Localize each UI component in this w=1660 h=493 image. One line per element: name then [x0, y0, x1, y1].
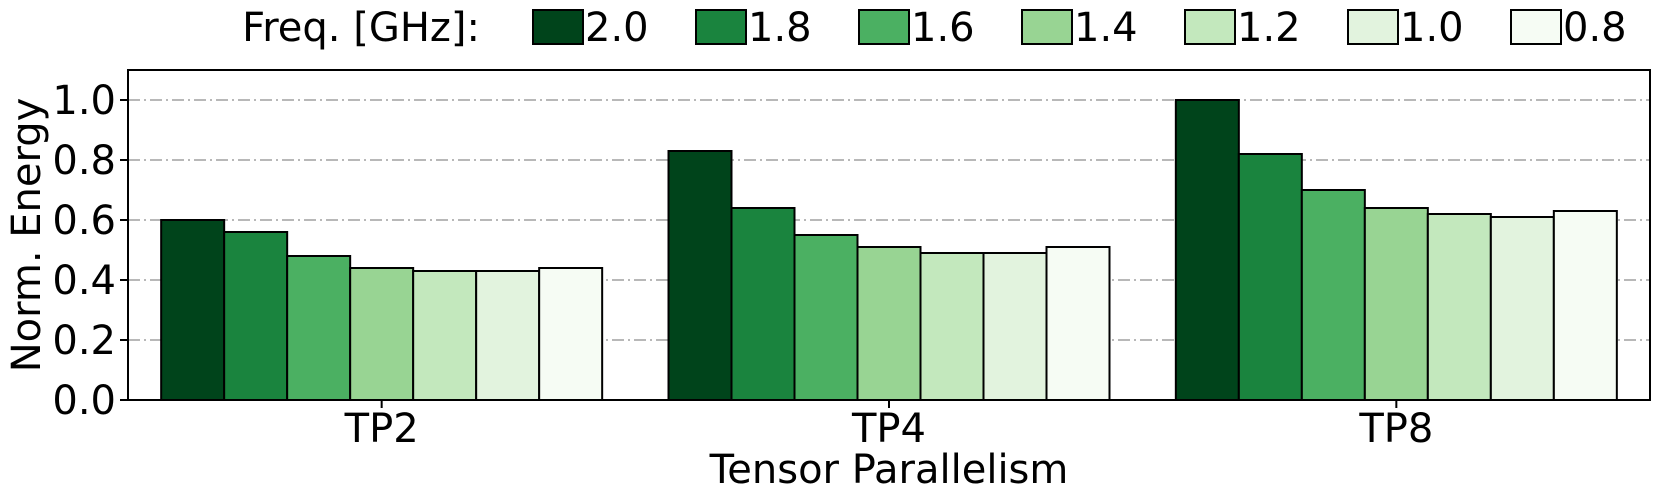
legend-swatch [858, 9, 910, 45]
bar-tp8-2-0 [1174, 99, 1240, 401]
y-tick-label: 0.4 [52, 258, 116, 304]
bar-tp4-0-8 [1045, 246, 1111, 401]
bar-tp2-1-4 [349, 267, 415, 401]
legend-swatch [695, 9, 747, 45]
legend-label: 1.6 [911, 5, 975, 51]
y-tick-label: 0.8 [52, 138, 116, 184]
bar-tp8-1-2 [1426, 213, 1492, 401]
legend-label: 1.2 [1237, 5, 1301, 51]
legend-swatch [1347, 9, 1399, 45]
bar-tp4-1-4 [856, 246, 922, 401]
legend-swatch [1510, 9, 1562, 45]
bar-tp4-1-8 [730, 207, 796, 401]
legend-swatch [1021, 9, 1073, 45]
bar-tp2-1-0 [475, 270, 541, 401]
legend-label: 2.0 [585, 5, 649, 51]
x-tick-label: TP2 [344, 406, 419, 452]
bar-tp8-1-4 [1363, 207, 1429, 401]
x-tick-label: TP4 [851, 406, 926, 452]
x-axis: TP2 TP4 TP8 [344, 400, 1433, 452]
bar-tp8-1-8 [1237, 153, 1303, 401]
y-tick-label: 0.6 [52, 198, 116, 244]
y-tick-label: 1.0 [52, 78, 116, 124]
y-tick-label: 0.0 [52, 378, 116, 424]
bar-tp4-1-2 [919, 252, 985, 401]
legend-label: 1.4 [1074, 5, 1138, 51]
bar-tp4-1-0 [982, 252, 1048, 401]
bar-tp2-1-6 [286, 255, 352, 401]
x-tick-label: TP8 [1358, 406, 1433, 452]
legend: Freq. [GHz]: 2.0 1.8 1.6 1.4 1.2 1.0 0.8 [242, 5, 1626, 51]
bar-tp8-0-8 [1552, 210, 1618, 401]
y-axis-label: Norm. Energy [4, 98, 50, 373]
bar-tp2-1-2 [412, 270, 478, 401]
bar-tp4-1-6 [793, 234, 859, 401]
y-tick-label: 0.2 [52, 318, 116, 364]
legend-label: 1.0 [1400, 5, 1464, 51]
bar-tp2-0-8 [538, 267, 604, 401]
legend-label: 0.8 [1563, 5, 1627, 51]
bar-tp8-1-0 [1489, 216, 1555, 401]
legend-swatch [1184, 9, 1236, 45]
y-axis: 0.0 0.2 0.4 0.6 0.8 1.0 [52, 78, 128, 424]
bars [160, 99, 1618, 401]
x-axis-label: Tensor Parallelism [709, 447, 1069, 493]
bar-tp8-1-6 [1300, 189, 1366, 401]
bar-tp4-2-0 [667, 150, 733, 401]
legend-label: 1.8 [748, 5, 812, 51]
bar-tp2-2-0 [160, 219, 226, 401]
legend-title: Freq. [GHz]: [242, 5, 480, 51]
legend-swatch [532, 9, 584, 45]
bar-tp2-1-8 [223, 231, 289, 401]
